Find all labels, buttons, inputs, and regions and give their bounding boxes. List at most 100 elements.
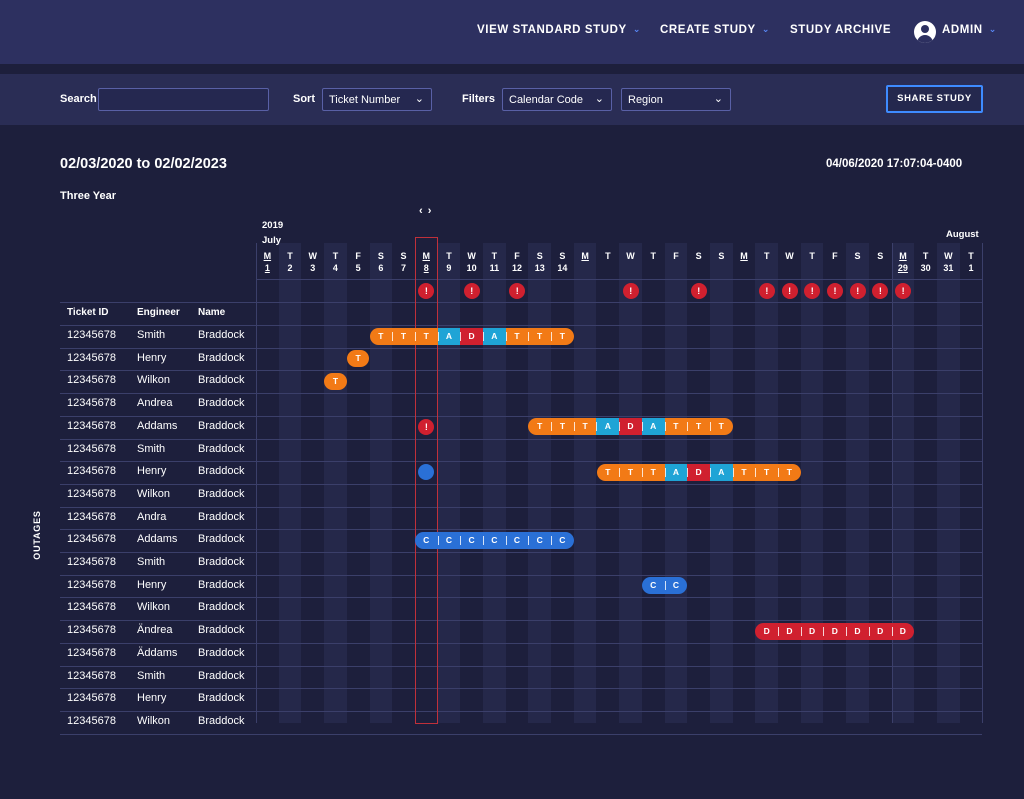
day-header[interactable]: S [869, 250, 892, 262]
alert-icon[interactable]: ! [418, 418, 435, 435]
outage-bar[interactable]: T [346, 350, 370, 368]
outage-segment[interactable]: T [732, 463, 756, 481]
day-header[interactable]: S [710, 250, 733, 262]
day-header[interactable]: S [846, 250, 869, 262]
outage-segment[interactable]: A [437, 327, 461, 345]
outage-segment[interactable]: A [709, 463, 733, 481]
day-header[interactable]: W [619, 250, 642, 262]
outage-segment[interactable]: T [641, 463, 665, 481]
outage-segment[interactable]: C [482, 531, 506, 549]
outage-segment[interactable]: C [664, 577, 688, 595]
status-dot[interactable] [418, 464, 435, 481]
outage-segment[interactable]: C [551, 531, 574, 549]
outage-segment[interactable]: A [482, 327, 506, 345]
outage-segment[interactable]: T [755, 463, 778, 481]
outage-segment[interactable]: C [460, 531, 483, 549]
outage-segment[interactable]: C [505, 531, 529, 549]
outage-segment[interactable]: A [664, 463, 688, 481]
outage-segment[interactable]: T [709, 418, 733, 436]
outage-segment[interactable]: C [437, 531, 461, 549]
day-header[interactable]: M [733, 250, 756, 262]
outage-segment[interactable]: D [891, 622, 915, 640]
nav-create-study[interactable]: CREATE STUDY ⌄ [660, 24, 770, 36]
outage-segment[interactable]: A [596, 418, 620, 436]
day-header[interactable]: T 30 [914, 250, 937, 274]
outage-segment[interactable]: T [369, 327, 393, 345]
outage-segment[interactable]: T [573, 418, 597, 436]
outage-segment[interactable]: D [823, 622, 847, 640]
day-header[interactable]: S 14 [551, 250, 574, 274]
day-header[interactable]: T [642, 250, 665, 262]
col-header-engineer[interactable]: Engineer [137, 307, 180, 318]
outage-segment[interactable]: T [505, 327, 529, 345]
alert-icon[interactable]: ! [463, 283, 480, 299]
outage-segment[interactable]: T [778, 463, 801, 481]
nav-admin[interactable]: ADMIN ⌄ [942, 24, 997, 36]
alert-icon[interactable]: ! [758, 283, 775, 299]
sort-select[interactable]: Ticket Number ⌄ [322, 88, 432, 111]
calendar-code-select[interactable]: Calendar Code ⌄ [502, 88, 612, 111]
search-input[interactable] [98, 88, 269, 111]
outage-segment[interactable]: D [800, 622, 824, 640]
timeline-nav-arrows[interactable]: ‹ › [419, 205, 433, 217]
outage-segment[interactable]: D [846, 622, 869, 640]
outage-segment[interactable]: T [528, 327, 551, 345]
day-header[interactable]: T 11 [483, 250, 506, 274]
outage-segment[interactable]: T [551, 327, 574, 345]
user-circle-icon[interactable] [914, 21, 936, 43]
alert-icon[interactable]: ! [827, 283, 843, 299]
day-header[interactable]: W 31 [937, 250, 960, 274]
alert-icon[interactable]: ! [849, 283, 866, 299]
alert-icon[interactable]: ! [781, 283, 798, 299]
col-header-name[interactable]: Name [198, 307, 226, 318]
outage-segment[interactable]: T [414, 327, 438, 345]
nav-view-standard-study[interactable]: VIEW STANDARD STUDY ⌄ [477, 24, 641, 36]
alert-icon[interactable]: ! [872, 283, 889, 299]
outage-segment[interactable]: D [755, 622, 779, 640]
alert-icon[interactable]: ! [804, 283, 821, 299]
outage-segment[interactable]: D [868, 622, 892, 640]
alert-icon[interactable]: ! [509, 283, 526, 299]
outage-segment[interactable]: T [324, 372, 347, 390]
region-select[interactable]: Region ⌄ [621, 88, 731, 111]
col-header-ticket-id[interactable]: Ticket ID [67, 307, 109, 318]
outage-segment[interactable]: T [392, 327, 415, 345]
outage-bar[interactable]: T [324, 372, 347, 390]
outage-segment[interactable]: D [687, 463, 710, 481]
day-header[interactable]: T [755, 250, 778, 262]
outage-segment[interactable]: T [528, 418, 552, 436]
outage-segment[interactable]: T [664, 418, 688, 436]
alert-icon[interactable]: ! [418, 283, 435, 299]
alert-icon[interactable]: ! [622, 283, 639, 299]
outage-segment[interactable]: C [528, 531, 552, 549]
outage-segment[interactable]: D [778, 622, 801, 640]
outage-segment[interactable]: T [596, 463, 620, 481]
outage-segment[interactable]: T [551, 418, 574, 436]
day-header[interactable]: T [801, 250, 824, 262]
outage-segment[interactable]: T [346, 350, 370, 368]
day-header[interactable]: F 12 [506, 250, 529, 274]
outage-segment[interactable]: D [619, 418, 642, 436]
day-header[interactable]: W [778, 250, 801, 262]
day-header[interactable]: M 29 [892, 250, 915, 274]
outage-segment[interactable]: T [687, 418, 710, 436]
day-header[interactable]: F [824, 250, 847, 262]
day-header[interactable]: M [574, 250, 597, 262]
outage-segment[interactable]: A [641, 418, 665, 436]
alert-icon[interactable]: ! [895, 283, 912, 299]
